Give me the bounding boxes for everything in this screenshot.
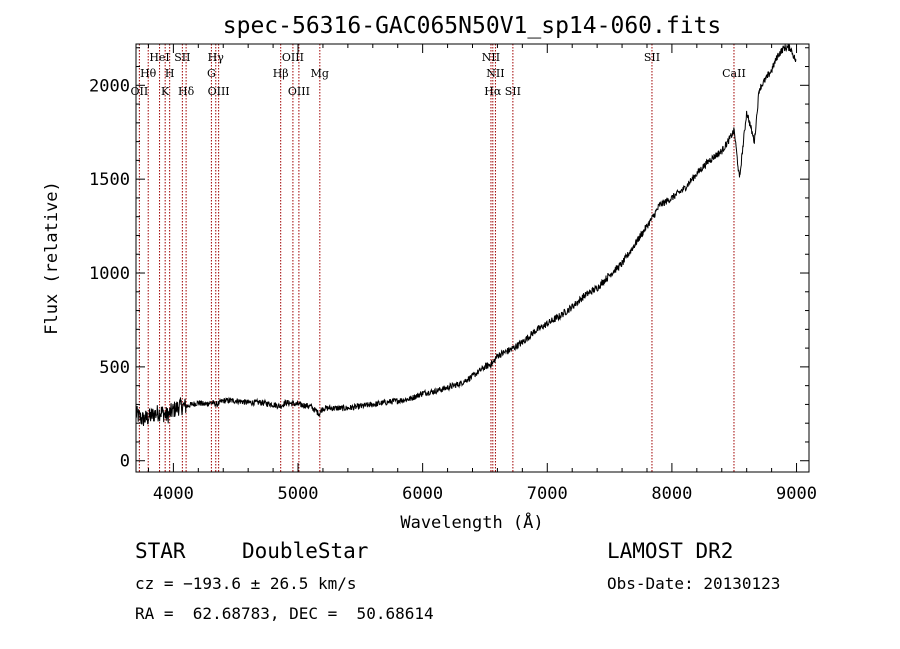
spectral-line-label: HeI [149, 51, 169, 64]
y-tick-label: 1000 [89, 264, 130, 284]
spectral-line-label: CaII [722, 67, 746, 80]
y-tick-label: 500 [99, 358, 130, 378]
observation-date: Obs-Date: 20130123 [607, 574, 781, 593]
spectral-line-label: Hθ [140, 67, 157, 80]
y-tick-label: 0 [120, 452, 130, 472]
x-tick-label: 8000 [651, 484, 692, 504]
spectral-line-label: SII [505, 85, 521, 98]
y-tick-label: 1500 [89, 170, 130, 190]
x-axis-label: Wavelength (Å) [400, 511, 543, 533]
spectral-line-label: SII [644, 51, 660, 64]
x-tick-label: 6000 [402, 484, 443, 504]
spectral-line-label: NII [486, 67, 504, 80]
plot-frame [135, 43, 810, 473]
spectral-line-label: SII [174, 51, 190, 64]
x-tick-label: 9000 [776, 484, 817, 504]
spectral-line-label: H [165, 67, 175, 80]
redshift-velocity: cz = −193.6 ± 26.5 km/s [135, 574, 357, 593]
x-tick-label: 4000 [153, 484, 194, 504]
y-axis-ticks: 0 500 1000 1500 2000 [89, 47, 809, 472]
spectral-line-label: OIII [288, 85, 310, 98]
y-axis-label: Flux (relative) [42, 181, 62, 335]
x-axis-ticks: 4000 5000 6000 7000 8000 9000 [147, 44, 817, 504]
spectral-line-label: Mg [311, 67, 329, 80]
spectrum-line [135, 44, 797, 427]
spectrum-series-layer [135, 44, 797, 427]
spectral-line-label: K [161, 85, 170, 98]
spectral-line-label: Hγ [208, 51, 225, 64]
spectral-lines-layer [138, 44, 735, 472]
chart-title: spec-56316-GAC065N50V1_sp14-060.fits [223, 13, 722, 39]
sky-coordinates: RA = 62.68783, DEC = 50.68614 [135, 604, 434, 623]
x-tick-label: 7000 [527, 484, 568, 504]
object-subclass: DoubleStar [242, 539, 369, 563]
spectral-line-label: G [207, 67, 216, 80]
spectral-line-label: Hα [484, 85, 502, 98]
spectral-line-label: OIII [208, 85, 230, 98]
survey-name: LAMOST DR2 [607, 539, 734, 563]
spectral-line-label: OII [131, 85, 149, 98]
x-tick-label: 5000 [278, 484, 319, 504]
spectral-line-label: Hδ [178, 85, 195, 98]
y-tick-label: 2000 [89, 76, 130, 96]
object-type: STAR [135, 539, 186, 563]
spectral-line-label: OIII [282, 51, 304, 64]
spectral-line-labels-layer: HθOIIHeIHKSIIHδHγGOIIIHβOIIIOIIIMgNIINII… [131, 51, 746, 98]
spectral-line-label: NII [482, 51, 500, 64]
spectral-line-label: Hβ [273, 67, 289, 80]
